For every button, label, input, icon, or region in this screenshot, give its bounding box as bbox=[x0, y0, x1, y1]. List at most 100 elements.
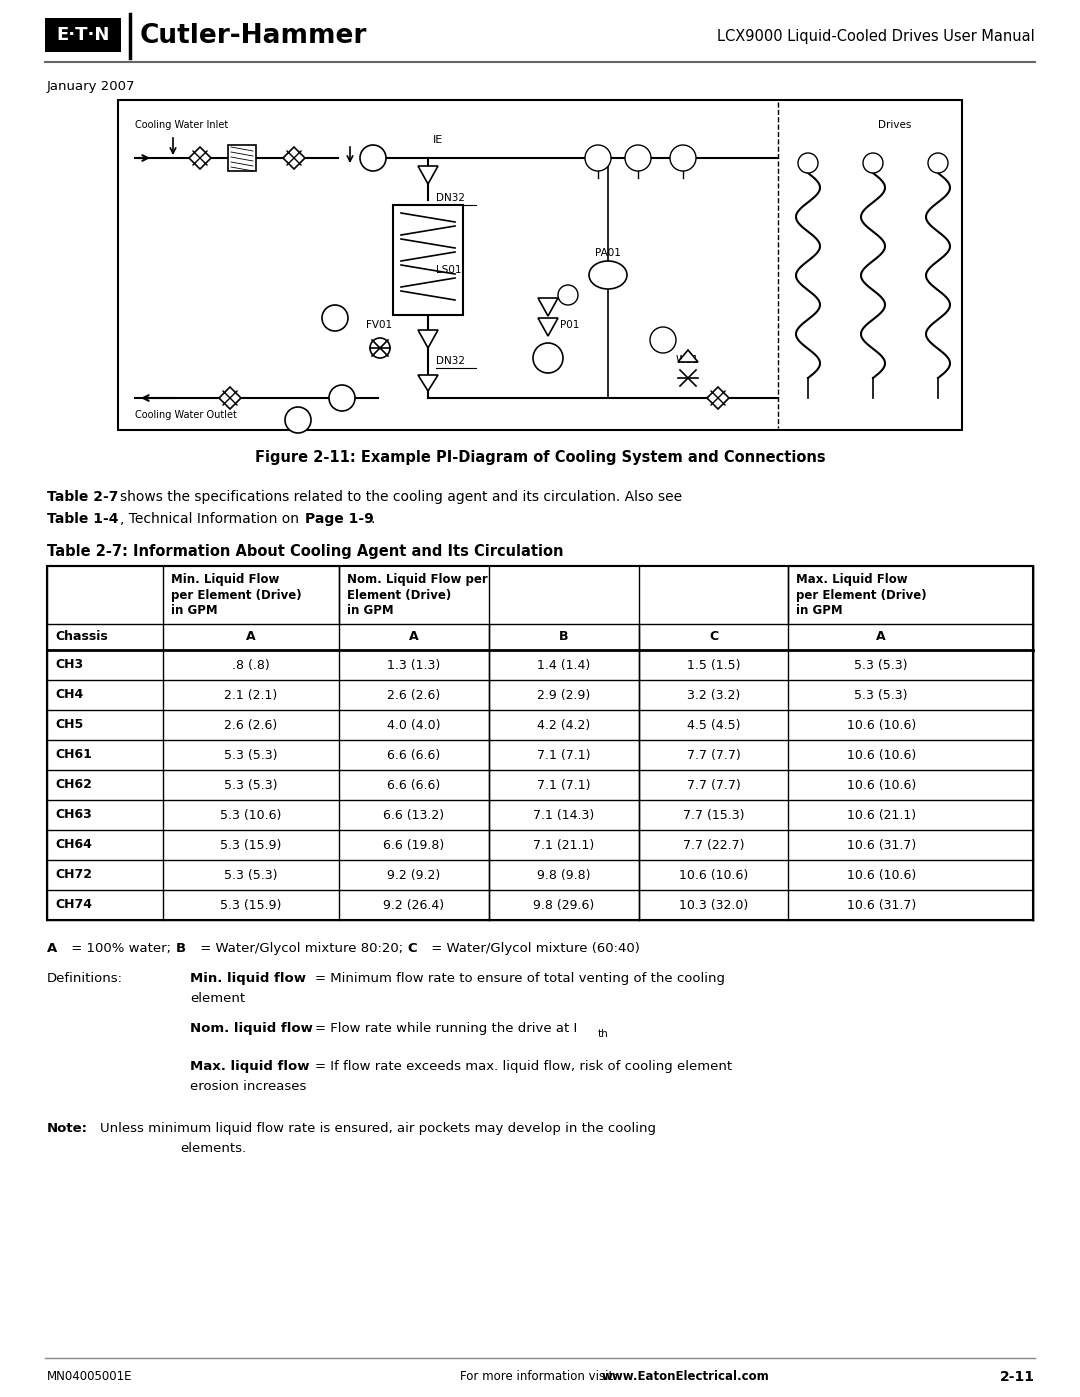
Text: E·T·N: E·T·N bbox=[56, 27, 110, 43]
Text: = 100% water;: = 100% water; bbox=[67, 942, 175, 956]
Text: Definitions:: Definitions: bbox=[48, 972, 123, 985]
Text: 7.7 (7.7): 7.7 (7.7) bbox=[687, 749, 741, 761]
Text: .: . bbox=[370, 511, 375, 527]
Text: 7.7 (15.3): 7.7 (15.3) bbox=[683, 809, 744, 821]
Text: A: A bbox=[246, 630, 256, 644]
Polygon shape bbox=[418, 166, 438, 184]
Text: 2.6 (2.6): 2.6 (2.6) bbox=[225, 718, 278, 732]
Polygon shape bbox=[538, 319, 558, 337]
Text: CH5: CH5 bbox=[55, 718, 83, 732]
Polygon shape bbox=[283, 147, 305, 169]
Text: Min. Liquid Flow
per Element (Drive)
in GPM: Min. Liquid Flow per Element (Drive) in … bbox=[172, 574, 302, 616]
Text: 9.2 (9.2): 9.2 (9.2) bbox=[387, 869, 441, 882]
Text: A: A bbox=[409, 630, 419, 644]
Text: 2.1 (2.1): 2.1 (2.1) bbox=[225, 689, 278, 701]
Text: 7.7 (22.7): 7.7 (22.7) bbox=[683, 838, 744, 852]
Text: Table 2-7: Table 2-7 bbox=[48, 490, 119, 504]
Polygon shape bbox=[707, 387, 729, 409]
Text: 10.6 (21.1): 10.6 (21.1) bbox=[847, 809, 916, 821]
Text: Max. liquid flow: Max. liquid flow bbox=[190, 1060, 310, 1073]
Text: 2-11: 2-11 bbox=[1000, 1370, 1035, 1384]
Circle shape bbox=[863, 154, 883, 173]
Text: 4.2 (4.2): 4.2 (4.2) bbox=[537, 718, 591, 732]
Text: Nom. Liquid Flow per
Element (Drive)
in GPM: Nom. Liquid Flow per Element (Drive) in … bbox=[347, 574, 487, 616]
Text: LE
60: LE 60 bbox=[294, 415, 302, 426]
Text: 5.3 (10.6): 5.3 (10.6) bbox=[220, 809, 282, 821]
Circle shape bbox=[585, 145, 611, 170]
Text: PE
42: PE 42 bbox=[659, 335, 667, 345]
Text: Page 1-9: Page 1-9 bbox=[305, 511, 374, 527]
Text: A: A bbox=[48, 942, 57, 956]
Bar bbox=[118, 101, 962, 430]
Text: 6.6 (6.6): 6.6 (6.6) bbox=[387, 749, 441, 761]
Circle shape bbox=[329, 386, 355, 411]
Text: CH3: CH3 bbox=[55, 658, 83, 672]
Polygon shape bbox=[538, 298, 558, 316]
Text: 10.6 (31.7): 10.6 (31.7) bbox=[847, 838, 916, 852]
Polygon shape bbox=[219, 387, 241, 409]
Bar bbox=[228, 145, 256, 170]
Text: MN04005001E: MN04005001E bbox=[48, 1370, 133, 1383]
Text: C: C bbox=[407, 942, 417, 956]
Text: 9.2 (26.4): 9.2 (26.4) bbox=[383, 898, 444, 911]
Text: Figure 2-11: Example PI-Diagram of Cooling System and Connections: Figure 2-11: Example PI-Diagram of Cooli… bbox=[255, 450, 825, 465]
Text: CH63: CH63 bbox=[55, 809, 92, 821]
Text: 5.3 (5.3): 5.3 (5.3) bbox=[854, 658, 908, 672]
Text: LS01: LS01 bbox=[436, 265, 461, 275]
Text: W01: W01 bbox=[676, 355, 700, 365]
Text: PI: PI bbox=[565, 292, 570, 298]
Bar bbox=[340, 567, 788, 624]
Text: Nom. liquid flow: Nom. liquid flow bbox=[190, 1023, 313, 1035]
Text: 4.0 (4.0): 4.0 (4.0) bbox=[387, 718, 441, 732]
Text: P01: P01 bbox=[561, 320, 579, 330]
Text: = Water/Glycol mixture 80:20;: = Water/Glycol mixture 80:20; bbox=[195, 942, 407, 956]
Text: Max. Liquid Flow
per Element (Drive)
in GPM: Max. Liquid Flow per Element (Drive) in … bbox=[796, 574, 927, 616]
Text: Note:: Note: bbox=[48, 1122, 87, 1134]
Text: www.EatonElectrical.com: www.EatonElectrical.com bbox=[602, 1370, 769, 1383]
Circle shape bbox=[360, 145, 386, 170]
Text: .8 (.8): .8 (.8) bbox=[232, 658, 270, 672]
Text: = If flow rate exceeds max. liquid flow, risk of cooling element: = If flow rate exceeds max. liquid flow,… bbox=[315, 1060, 732, 1073]
Text: erosion increases: erosion increases bbox=[190, 1080, 307, 1092]
Polygon shape bbox=[418, 330, 438, 348]
Text: 3.2 (3.2): 3.2 (3.2) bbox=[687, 689, 740, 701]
Text: FV01: FV01 bbox=[366, 320, 392, 330]
Ellipse shape bbox=[589, 261, 627, 289]
Text: LT
40: LT 40 bbox=[332, 313, 339, 323]
Text: 9.8 (9.8): 9.8 (9.8) bbox=[537, 869, 591, 882]
Text: IE: IE bbox=[433, 136, 443, 145]
Text: 10.3 (32.0): 10.3 (32.0) bbox=[679, 898, 748, 911]
Text: 10.6 (10.6): 10.6 (10.6) bbox=[847, 749, 916, 761]
Text: PE
41: PE 41 bbox=[635, 152, 642, 163]
Text: 6.6 (13.2): 6.6 (13.2) bbox=[383, 809, 444, 821]
Text: 5.3 (15.9): 5.3 (15.9) bbox=[220, 838, 282, 852]
Circle shape bbox=[625, 145, 651, 170]
Text: = Water/Glycol mixture (60:40): = Water/Glycol mixture (60:40) bbox=[427, 942, 639, 956]
Text: 5.3 (5.3): 5.3 (5.3) bbox=[225, 749, 278, 761]
Text: = Minimum flow rate to ensure of total venting of the cooling: = Minimum flow rate to ensure of total v… bbox=[315, 972, 725, 985]
Text: PA01: PA01 bbox=[595, 249, 621, 258]
Text: CH74: CH74 bbox=[55, 898, 92, 911]
Text: 10.6 (31.7): 10.6 (31.7) bbox=[847, 898, 916, 911]
Text: Drives: Drives bbox=[878, 120, 912, 130]
Text: 10.6 (10.6): 10.6 (10.6) bbox=[679, 869, 748, 882]
Text: elements.: elements. bbox=[180, 1141, 246, 1155]
Text: shows the specifications related to the cooling agent and its circulation. Also : shows the specifications related to the … bbox=[120, 490, 683, 504]
Text: Table 1-4: Table 1-4 bbox=[48, 511, 119, 527]
Text: CH64: CH64 bbox=[55, 838, 92, 852]
Text: Min. liquid flow: Min. liquid flow bbox=[190, 972, 306, 985]
Polygon shape bbox=[678, 351, 698, 362]
Text: , Technical Information on: , Technical Information on bbox=[120, 511, 303, 527]
Polygon shape bbox=[189, 147, 211, 169]
Text: Table 2-7: Information About Cooling Agent and Its Circulation: Table 2-7: Information About Cooling Age… bbox=[48, 543, 564, 559]
Circle shape bbox=[928, 154, 948, 173]
Text: DN32: DN32 bbox=[436, 356, 465, 366]
Circle shape bbox=[650, 327, 676, 353]
Bar bbox=[45, 18, 121, 52]
Text: Cooling Water Outlet: Cooling Water Outlet bbox=[135, 409, 237, 420]
Circle shape bbox=[322, 305, 348, 331]
Text: 1.3 (1.3): 1.3 (1.3) bbox=[387, 658, 441, 672]
Text: 4.5 (4.5): 4.5 (4.5) bbox=[687, 718, 740, 732]
Text: Chassis: Chassis bbox=[55, 630, 108, 644]
Text: 2.9 (2.9): 2.9 (2.9) bbox=[537, 689, 591, 701]
